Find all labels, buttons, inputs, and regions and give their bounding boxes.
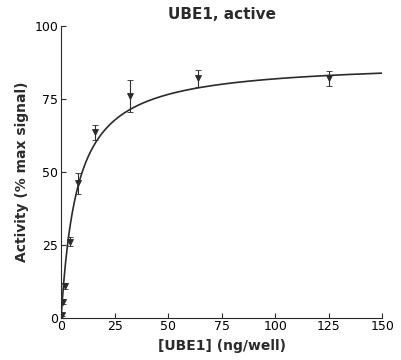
X-axis label: [UBE1] (ng/well): [UBE1] (ng/well) xyxy=(158,339,286,353)
Title: UBE1, active: UBE1, active xyxy=(168,7,275,22)
Y-axis label: Activity (% max signal): Activity (% max signal) xyxy=(15,82,29,262)
